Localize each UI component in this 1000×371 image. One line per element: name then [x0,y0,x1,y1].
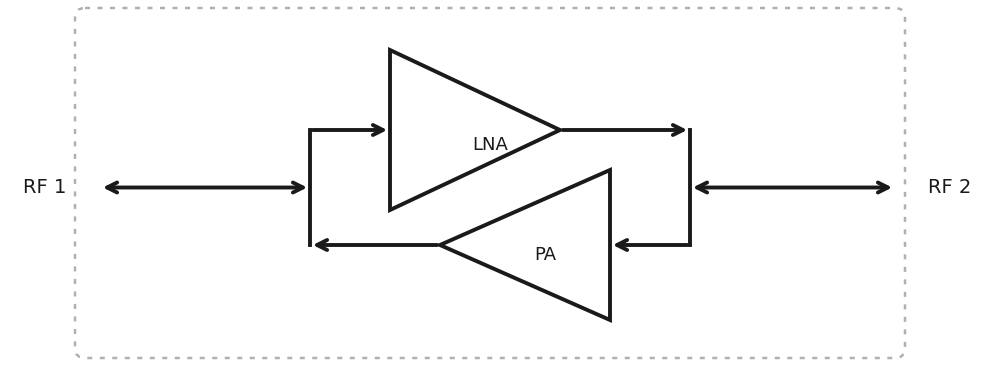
Text: RF 2: RF 2 [928,178,972,197]
FancyBboxPatch shape [75,8,905,358]
Text: RF 1: RF 1 [23,178,67,197]
Polygon shape [440,170,610,320]
Polygon shape [390,50,560,210]
Text: LNA: LNA [472,136,508,154]
Text: PA: PA [534,246,556,264]
